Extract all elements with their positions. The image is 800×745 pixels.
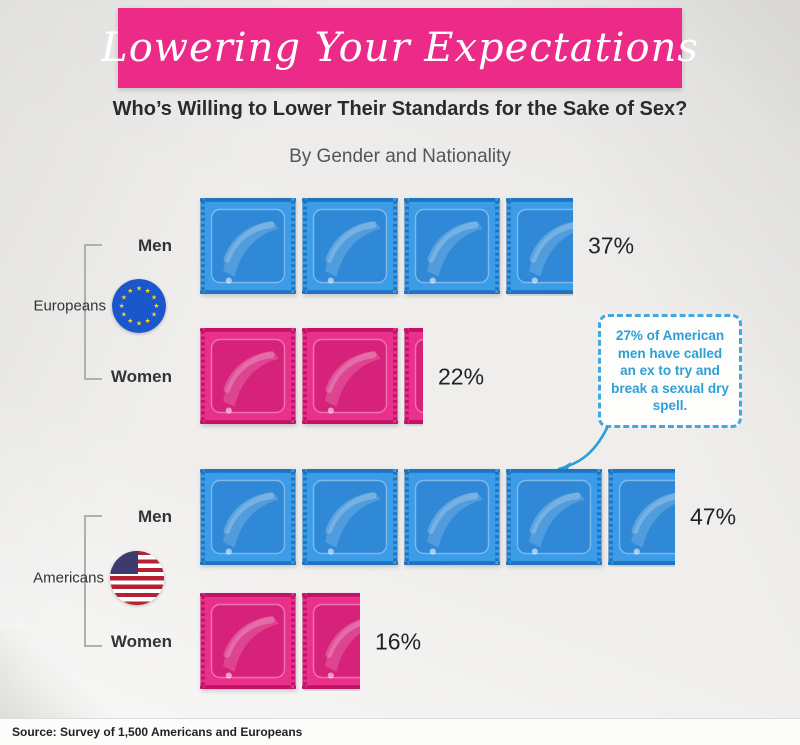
condom-packet-icon [200,328,296,424]
condom-packet-icon [404,328,423,424]
svg-text:★: ★ [145,287,151,295]
condom-packet-icon [506,198,573,294]
value-american-men: 47% [690,503,737,530]
row-label-european-women: Women [110,367,172,386]
condom-packet [200,591,296,691]
bar-american-women [200,591,360,691]
condom-packet-partial [506,196,573,296]
svg-text:★: ★ [151,293,157,301]
condom-packet-partial [608,467,675,567]
svg-text:★: ★ [151,311,157,319]
condom-packet [302,591,360,691]
group-label-europeans: Europeans [33,297,106,315]
condom-packet-icon [200,593,296,689]
us-flag-icon [110,551,164,605]
value-american-women: 16% [375,628,422,655]
condom-packet [200,467,296,567]
source-bar [0,718,800,745]
condom-packet [404,467,500,567]
row-label-american-men: Men [138,507,172,526]
condom-packet-icon [404,198,500,294]
condom-packet [200,196,296,296]
subtitle: Who’s Willing to Lower Their Standards f… [112,98,688,120]
condom-packet [608,467,675,567]
condom-packet [506,467,602,567]
paper-fold-bottom-left [0,629,140,719]
svg-text:★: ★ [121,311,127,319]
eu-flag-icon: ★ ★ ★ ★ ★ ★ ★ ★ ★ ★ ★ ★ [112,279,166,333]
condom-packet [302,196,398,296]
row-label-american-women: Women [110,632,172,651]
condom-packet [200,326,296,426]
bar-european-women [200,326,423,426]
main-title: Lowering Your Expectations [101,25,699,71]
condom-packet-icon [302,198,398,294]
source-text: Source: Survey of 1,500 Americans and Eu… [12,725,303,739]
condom-packet [302,467,398,567]
europeans-bracket [84,244,102,380]
bar-american-men [200,467,675,567]
condom-packet [404,196,500,296]
condom-packet-icon [200,198,296,294]
condom-packet [404,326,423,426]
condom-packet-icon [302,593,360,689]
row-label-european-men: Men [138,236,172,255]
condom-packet-icon [302,469,398,565]
condom-packet-icon [608,469,675,565]
condom-packet-partial [302,591,360,691]
bar-european-men [200,196,573,296]
condom-packet-icon [200,469,296,565]
svg-text:★: ★ [145,317,151,325]
callout-box: 27% of American men have called an ex to… [598,314,742,428]
value-european-women: 22% [438,363,485,390]
title-banner: Lowering Your Expectations [101,8,698,88]
americans-bracket [84,515,102,647]
group-label-americans: Americans [33,569,104,587]
condom-packet-icon [404,469,500,565]
condom-packet [506,196,573,296]
svg-text:★: ★ [121,293,127,301]
svg-text:★: ★ [127,317,133,325]
value-european-men: 37% [588,232,635,259]
condom-packet-icon [506,469,602,565]
chart-title: By Gender and Nationality [289,146,511,167]
svg-text:★: ★ [153,302,159,310]
condom-packet [302,326,398,426]
svg-text:★: ★ [136,319,142,327]
us-flag-canton [110,551,139,574]
condom-packet-partial [404,326,423,426]
svg-text:★: ★ [127,287,133,295]
svg-text:★: ★ [136,285,142,293]
condom-packet-icon [302,328,398,424]
svg-text:★: ★ [119,302,125,310]
